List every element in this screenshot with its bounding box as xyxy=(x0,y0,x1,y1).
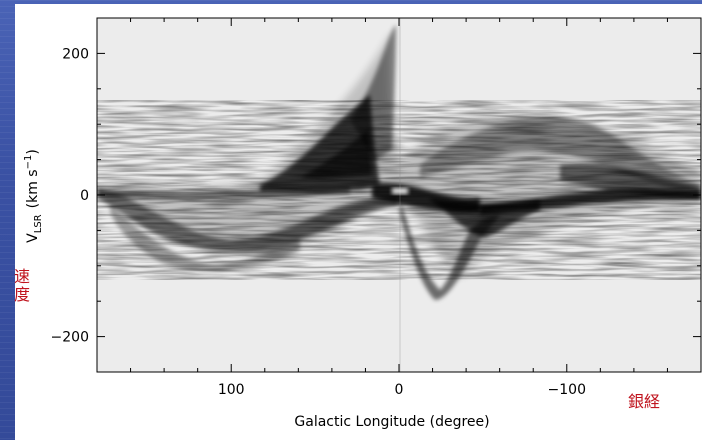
svg-text:VLSR(km s−1): VLSR (km s−1) xyxy=(23,149,44,243)
emission-intensity-map xyxy=(97,18,701,372)
y-axis-label-main: V xyxy=(25,233,41,243)
x-tick-label: −100 xyxy=(548,382,586,398)
y-axis-ticks: 200 0 −200 xyxy=(51,17,701,373)
y-axis-label-unit-close: ) xyxy=(25,149,41,154)
longitude-annotation: 銀経 xyxy=(628,392,661,411)
y-axis-label: VLSR (km s−1) xyxy=(23,149,44,243)
y-axis-label-sub: LSR xyxy=(33,214,44,233)
y-axis-label-unit: (km s xyxy=(25,169,41,208)
velocity-annotation: 速度 xyxy=(11,268,30,304)
x-tick-label: 0 xyxy=(395,382,404,398)
y-axis-label-unit-sup: −1 xyxy=(23,155,34,170)
y-tick-label: −200 xyxy=(51,330,89,346)
x-tick-label: 100 xyxy=(218,382,245,398)
y-tick-label: 200 xyxy=(62,46,89,62)
y-tick-label: 0 xyxy=(80,188,89,204)
x-axis-label: Galactic Longitude (degree) xyxy=(294,414,489,430)
x-axis-ticks: 100 0 −100 xyxy=(130,18,668,398)
